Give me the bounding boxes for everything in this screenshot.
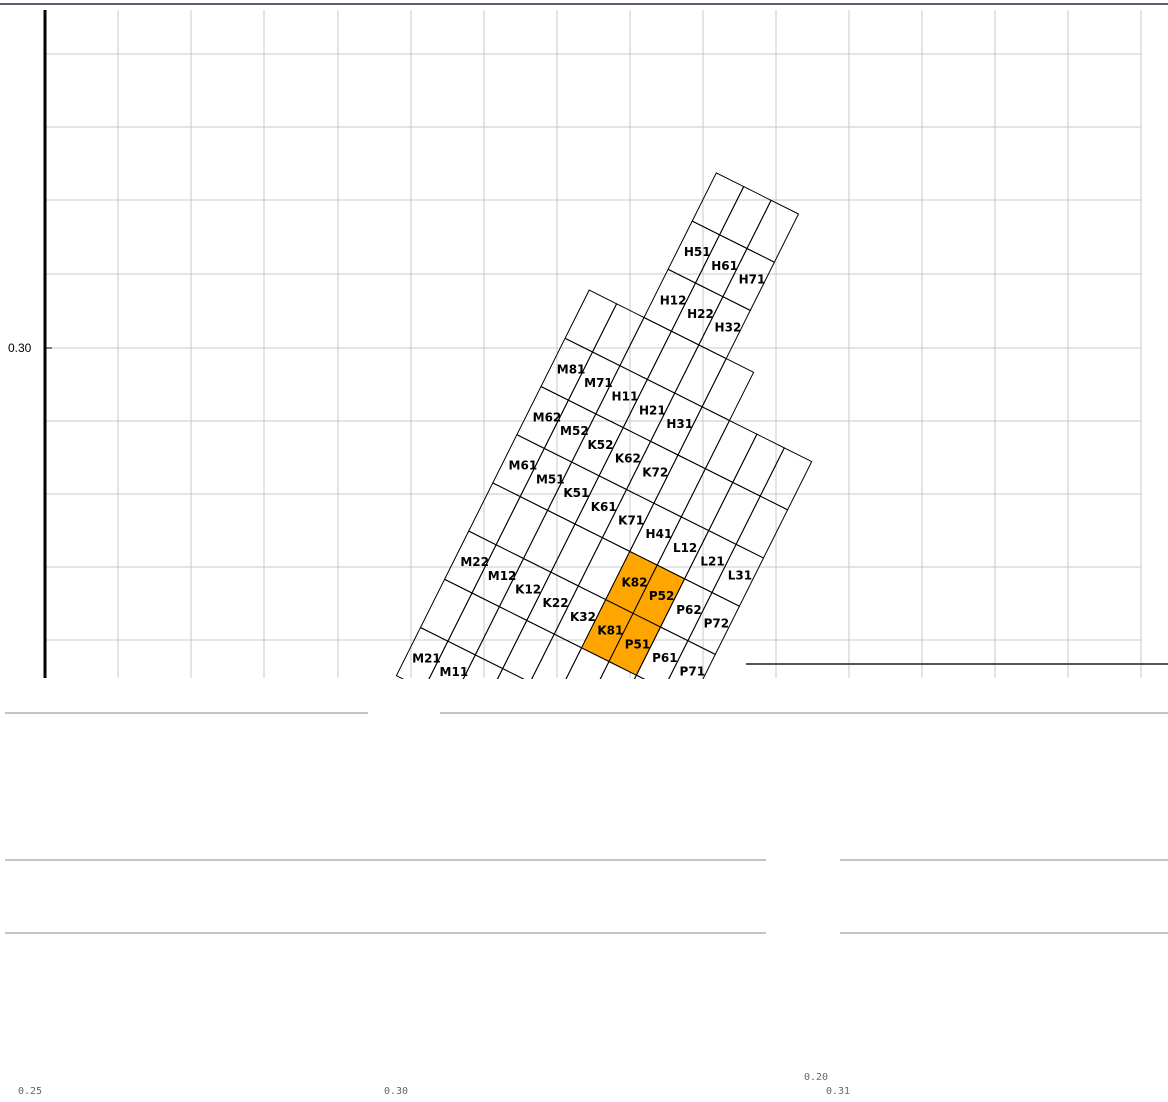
cell-label-m12: M12 — [488, 569, 517, 583]
cell-label-k61: K61 — [591, 500, 617, 514]
lower-mask — [46, 679, 1168, 1102]
cell-label-k32: K32 — [570, 610, 596, 624]
cell-label-m62: M62 — [533, 410, 562, 424]
cell-label-m21: M21 — [412, 651, 441, 665]
bottom-label-2: 0.30 — [384, 1086, 408, 1097]
cell-label-p61: P61 — [652, 651, 678, 665]
cell-label-p52: P52 — [649, 589, 675, 603]
bottom-label-0: 0.20 — [804, 1072, 828, 1083]
lower-panel — [5, 663, 1168, 934]
cell-label-p62: P62 — [676, 603, 702, 617]
cell-label-k72: K72 — [642, 465, 668, 479]
cell-label-h21: H21 — [639, 403, 666, 417]
cell-label-k51: K51 — [563, 486, 589, 500]
cell-label-h12: H12 — [660, 293, 687, 307]
mesh-cell — [746, 199, 800, 263]
cell-label-h22: H22 — [687, 307, 714, 321]
cell-label-h51: H51 — [684, 245, 711, 259]
cell-label-k62: K62 — [615, 452, 641, 466]
cell-label-m52: M52 — [560, 424, 589, 438]
cell-label-k82: K82 — [621, 575, 647, 589]
cell-label-m51: M51 — [536, 472, 565, 486]
cell-label-l31: L31 — [728, 568, 752, 582]
cell-label-k81: K81 — [597, 624, 623, 638]
cell-label-k71: K71 — [618, 513, 644, 527]
cell-label-m81: M81 — [557, 362, 586, 376]
cell-label-k22: K22 — [543, 596, 569, 610]
cell-label-l12: L12 — [673, 541, 697, 555]
cell-label-h61: H61 — [711, 259, 738, 273]
cell-label-p51: P51 — [625, 637, 651, 651]
bottom-labels: 0.25 0.30 0.20 0.31 — [18, 1072, 850, 1097]
background-grid — [45, 10, 1142, 678]
cell-label-k52: K52 — [587, 438, 613, 452]
cell-label-h11: H11 — [612, 390, 639, 404]
mesh-cell — [759, 447, 813, 511]
cell-label-p72: P72 — [704, 616, 730, 630]
cell-label-h41: H41 — [646, 527, 673, 541]
cell-label-m71: M71 — [584, 376, 613, 390]
cell-label-l21: L21 — [700, 555, 724, 569]
cell-label-m11: M11 — [440, 665, 469, 679]
cell-label-m22: M22 — [460, 555, 489, 569]
bottom-label-3: 0.31 — [826, 1086, 850, 1097]
bottom-label-1: 0.25 — [18, 1086, 42, 1097]
cell-labels: M21M22M61M62M81M11M12M51M52M71K11K12K51K… — [46, 245, 1168, 1102]
cell-label-k12: K12 — [515, 582, 541, 596]
mesh-cell — [701, 357, 755, 422]
cell-label-h32: H32 — [715, 321, 742, 335]
cell-label-h71: H71 — [739, 272, 766, 286]
cell-label-m61: M61 — [509, 459, 538, 473]
cell-label-h31: H31 — [666, 417, 693, 431]
y-tick-label: 0.30 — [8, 341, 32, 355]
cell-label-p71: P71 — [680, 665, 706, 679]
